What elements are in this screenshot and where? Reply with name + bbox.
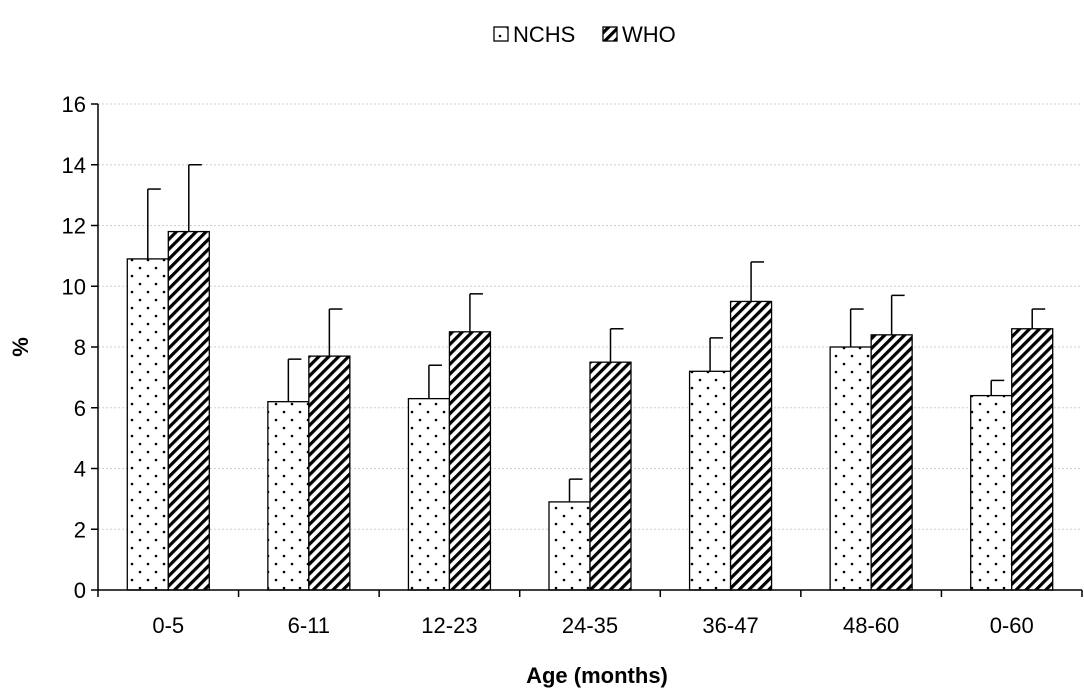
bar-who-24-35 (589, 361, 632, 591)
x-tick-label: 0-5 (152, 613, 184, 638)
x-axis-title: Age (months) (526, 663, 668, 688)
bar-who-12-23 (448, 331, 492, 591)
x-tick-label: 6-11 (288, 613, 330, 638)
legend-label-nchs: NCHS (513, 22, 575, 47)
y-tick-label: 12 (62, 214, 86, 239)
y-tick-label: 10 (62, 274, 86, 299)
x-tick-labels: 0-5 6-11 12-23 24-35 36-47 48-60 0-60 (152, 613, 1033, 638)
axes (91, 103, 1083, 597)
bars (126, 230, 1054, 591)
y-tick-label: 2 (74, 517, 86, 542)
bar-nchs-0-60 (970, 394, 1013, 591)
bar-who-0-5 (167, 230, 210, 591)
y-tick-labels: 0 2 4 6 8 10 12 14 16 (62, 92, 86, 603)
x-tick-label: 24-35 (562, 613, 618, 638)
bar-nchs-36-47 (688, 370, 732, 591)
y-tick-label: 16 (62, 92, 86, 117)
bar-nchs-0-5 (126, 258, 169, 591)
bar-nchs-12-23 (407, 397, 451, 591)
x-tick-label: 0-60 (990, 613, 1034, 638)
bar-who-6-11 (308, 355, 351, 591)
bar-who-36-47 (729, 300, 773, 591)
bar-who-0-60 (1011, 328, 1054, 591)
bar-nchs-48-60 (829, 346, 872, 591)
y-tick-label: 14 (62, 153, 86, 178)
x-tick-label: 12-23 (421, 613, 477, 638)
y-tick-label: 0 (74, 578, 86, 603)
legend-label-who: WHO (622, 22, 676, 47)
x-tick-label: 48-60 (843, 613, 899, 638)
y-tick-label: 6 (74, 396, 86, 421)
x-tick-label: 36-47 (702, 613, 758, 638)
y-axis-title: % (8, 337, 33, 357)
bar-nchs-24-35 (548, 501, 591, 591)
bar-who-48-60 (870, 334, 913, 591)
y-tick-label: 4 (74, 457, 86, 482)
bar-nchs-6-11 (267, 401, 310, 591)
y-tick-label: 8 (74, 335, 86, 360)
legend-swatch-nchs (493, 26, 509, 42)
legend: NCHS WHO (493, 22, 676, 47)
legend-swatch-who (602, 26, 618, 42)
error-bars (147, 164, 1046, 502)
